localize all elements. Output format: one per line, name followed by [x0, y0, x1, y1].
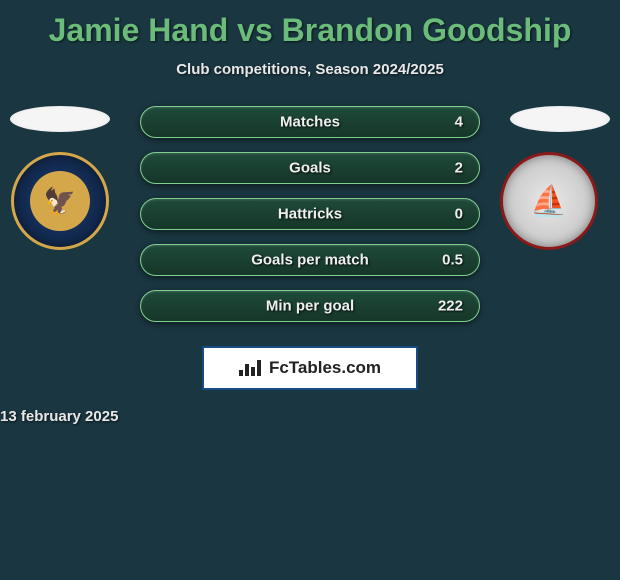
- bar-chart-icon: [239, 360, 261, 376]
- left-player-name-pill: [10, 106, 110, 132]
- stat-value-right: 4: [455, 114, 463, 131]
- stat-label: Goals: [289, 160, 331, 177]
- stat-value-right: 0: [455, 206, 463, 223]
- brand-text: FcTables.com: [269, 358, 381, 378]
- left-club-crest: 🦅: [11, 152, 109, 250]
- stat-value-right: 0.5: [442, 252, 463, 269]
- brand-logo[interactable]: FcTables.com: [202, 346, 418, 390]
- stat-row-min-per-goal: Min per goal 222: [140, 290, 480, 322]
- stat-row-goals-per-match: Goals per match 0.5: [140, 244, 480, 276]
- stat-label: Goals per match: [251, 252, 369, 269]
- ship-icon: ⛵: [517, 169, 581, 233]
- stat-row-goals: Goals 2: [140, 152, 480, 184]
- left-player-column: 🦅: [10, 106, 110, 250]
- stats-bars: Matches 4 Goals 2 Hattricks 0 Goals per …: [140, 106, 480, 322]
- comparison-area: 🦅 ⛵ Matches 4 Goals 2 Hattricks 0 Goals …: [0, 106, 620, 425]
- date-label: 13 february 2025: [0, 408, 620, 425]
- subtitle: Club competitions, Season 2024/2025: [176, 61, 444, 78]
- stat-label: Hattricks: [278, 206, 342, 223]
- right-player-column: ⛵: [510, 106, 610, 250]
- stat-row-hattricks: Hattricks 0: [140, 198, 480, 230]
- stat-value-right: 2: [455, 160, 463, 177]
- stat-label: Min per goal: [266, 298, 354, 315]
- stat-row-matches: Matches 4: [140, 106, 480, 138]
- stat-value-right: 222: [438, 298, 463, 315]
- page-title: Jamie Hand vs Brandon Goodship: [49, 12, 572, 49]
- right-player-name-pill: [510, 106, 610, 132]
- stat-label: Matches: [280, 114, 340, 131]
- right-club-crest: ⛵: [500, 152, 598, 250]
- bird-icon: 🦅: [30, 171, 90, 231]
